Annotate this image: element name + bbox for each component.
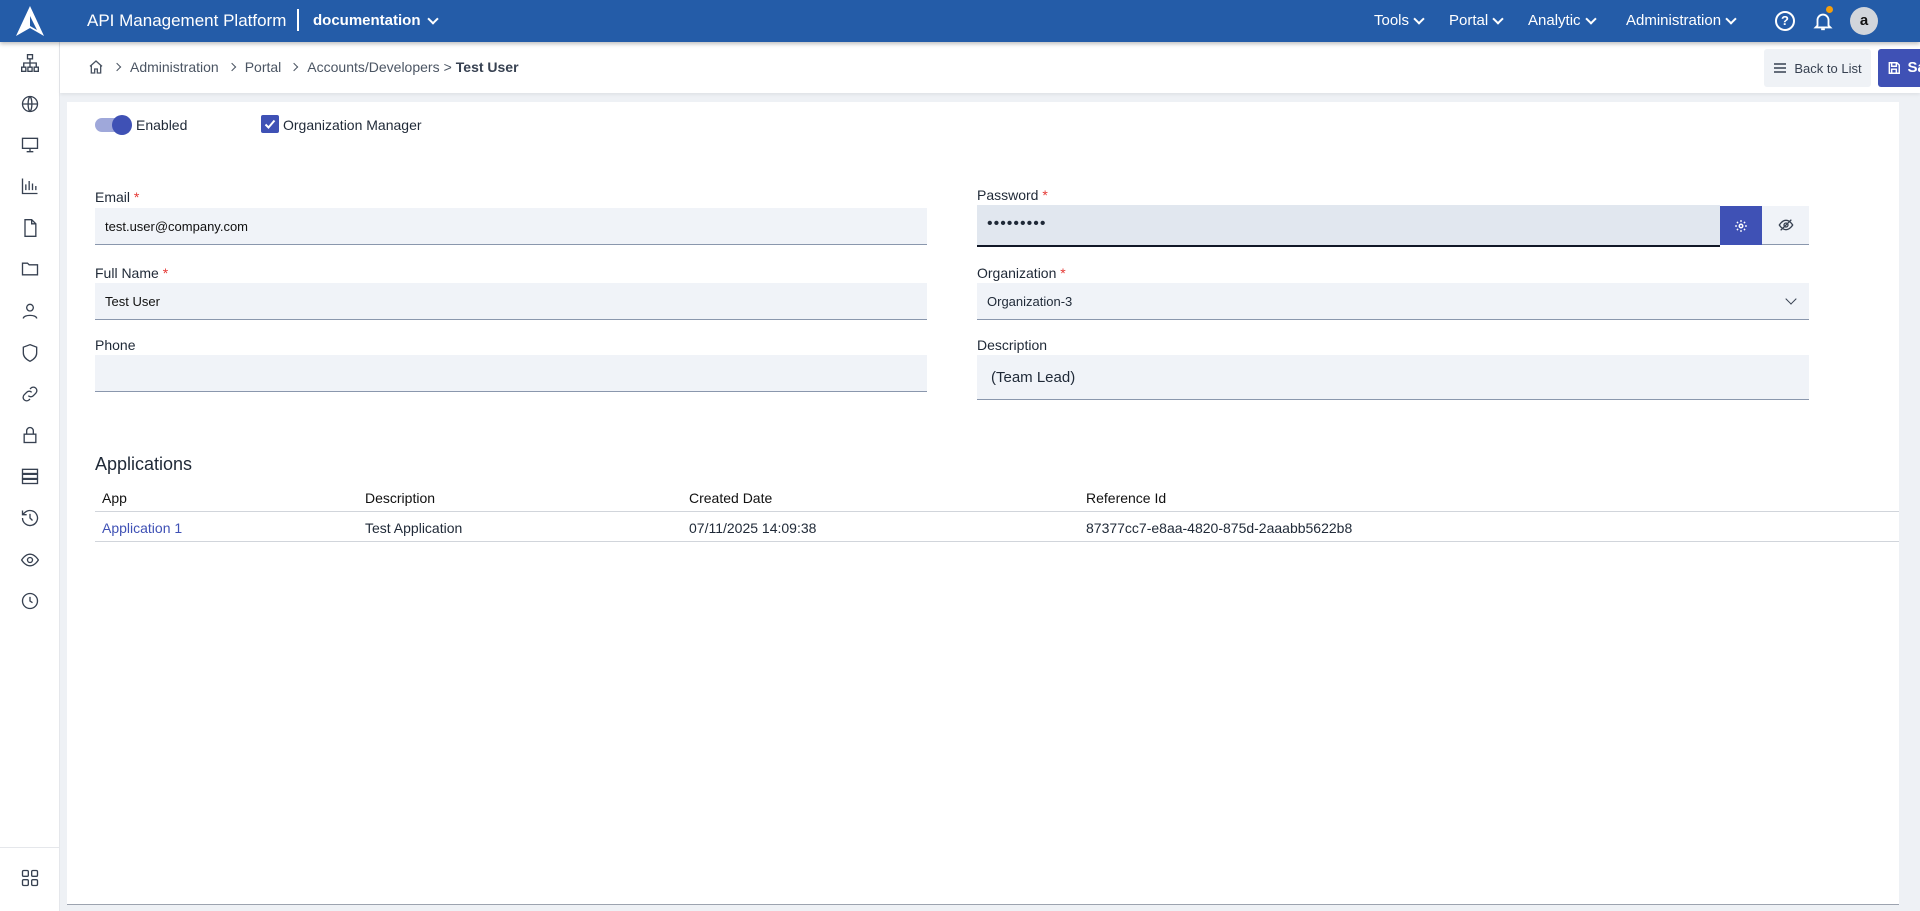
column-header[interactable]: App (102, 490, 127, 506)
app-title: API Management Platform (87, 11, 287, 30)
app-link[interactable]: Application 1 (102, 520, 183, 536)
workspace-label: documentation (313, 12, 421, 29)
back-label: Back to List (1794, 60, 1862, 76)
workspace-selector[interactable]: documentation (313, 12, 439, 29)
chevron-down-icon (1725, 12, 1737, 25)
chevron-down-icon (1785, 293, 1797, 305)
breadcrumb-bar: Administration Portal Accounts/Developer… (60, 42, 1920, 93)
description-textarea[interactable]: (Team Lead) (977, 355, 1809, 400)
divider (67, 904, 1899, 905)
eye-off-icon (1778, 219, 1793, 231)
gear-icon (1735, 219, 1747, 232)
server-icon[interactable] (19, 465, 41, 487)
chevron-down-icon (1413, 12, 1425, 25)
organization-label: Organization * (977, 265, 1066, 281)
check-icon (264, 119, 276, 129)
user-form-card: Enabled Organization Manager Email * Ful… (67, 102, 1899, 904)
nav-analytic[interactable]: Analytic (1528, 12, 1597, 29)
breadcrumb: Administration Portal Accounts/Developer… (88, 59, 519, 75)
save-button[interactable]: Save (1878, 49, 1920, 87)
chevron-down-icon (426, 12, 439, 25)
generate-password-button[interactable] (1720, 206, 1762, 245)
breadcrumb-administration[interactable]: Administration (130, 59, 219, 75)
breadcrumb-accounts[interactable]: Accounts/Developers (307, 59, 440, 75)
email-label: Email * (95, 189, 140, 205)
bell-icon[interactable] (1812, 10, 1834, 32)
user-icon[interactable] (19, 300, 41, 322)
breadcrumb-current: Test User (455, 59, 519, 75)
bar-chart-icon[interactable] (19, 175, 41, 197)
password-field[interactable]: ••••••••• (977, 205, 1720, 247)
shield-icon[interactable] (19, 342, 41, 364)
organization-value: Organization-3 (987, 294, 1073, 309)
folder-icon[interactable] (19, 258, 41, 280)
nav-portal[interactable]: Portal (1449, 12, 1504, 29)
home-icon[interactable] (88, 59, 104, 75)
full-name-label: Full Name * (95, 265, 169, 281)
chevron-right-icon (290, 62, 299, 72)
link-icon[interactable] (19, 383, 41, 405)
nav-label: Tools (1374, 12, 1410, 29)
column-header[interactable]: Description (365, 490, 436, 506)
app-reference-id: 87377cc7-e8aa-4820-875d-2aaabb5622b8 (1086, 520, 1353, 536)
column-header[interactable]: Created Date (689, 490, 773, 506)
organization-manager-checkbox[interactable] (261, 115, 279, 133)
enabled-toggle[interactable] (95, 115, 132, 135)
top-bar: API Management Platform documentation To… (0, 0, 1920, 42)
back-to-list-button[interactable]: Back to List (1764, 49, 1871, 87)
applications-title: Applications (95, 454, 193, 474)
breadcrumb-portal[interactable]: Portal (244, 59, 282, 75)
list-icon (1774, 63, 1787, 73)
chevron-right-icon (227, 62, 236, 72)
password-label: Password * (977, 187, 1048, 203)
lock-icon[interactable] (19, 424, 41, 446)
app-created-date: 07/11/2025 14:09:38 (689, 520, 817, 536)
toggle-password-visibility-button[interactable] (1762, 206, 1809, 245)
phone-label: Phone (95, 337, 136, 353)
organization-select[interactable]: Organization-3 (977, 283, 1809, 320)
chevron-down-icon (1584, 12, 1597, 25)
history-icon[interactable] (19, 507, 41, 529)
logo[interactable] (0, 0, 60, 42)
nav-label: Portal (1449, 12, 1489, 29)
sidebar (0, 42, 60, 911)
divider (297, 9, 299, 31)
email-field[interactable] (95, 208, 927, 245)
divider (0, 847, 60, 848)
clock-icon[interactable] (19, 590, 41, 612)
monitor-icon[interactable] (19, 134, 41, 156)
description-label: Description (977, 337, 1048, 353)
table-row: Application 1 Test Application 07/11/202… (95, 512, 1899, 542)
sitemap-icon[interactable] (19, 52, 41, 74)
notification-badge (1826, 6, 1833, 13)
help-icon[interactable]: ? (1775, 11, 1795, 31)
organization-manager-label: Organization Manager (283, 117, 422, 133)
apps-grid-icon[interactable] (19, 867, 41, 889)
enabled-label: Enabled (136, 117, 188, 133)
chevron-down-icon (1492, 12, 1504, 25)
column-header[interactable]: Reference Id (1086, 490, 1167, 506)
save-icon (1889, 62, 1901, 74)
nav-administration[interactable]: Administration (1626, 12, 1737, 29)
applications-table: App Description Created Date Reference I… (95, 482, 1899, 542)
phone-field[interactable] (95, 355, 927, 392)
nav-label: Analytic (1528, 12, 1581, 29)
app-description: Test Application (365, 520, 463, 536)
breadcrumb-separator: > (443, 59, 452, 75)
chevron-right-icon (112, 62, 122, 72)
full-name-field[interactable] (95, 283, 927, 320)
table-header: App Description Created Date Reference I… (95, 482, 1899, 512)
globe-icon[interactable] (19, 93, 41, 115)
avatar[interactable]: a (1850, 7, 1878, 35)
nav-tools[interactable]: Tools (1374, 12, 1425, 29)
nav-label: Administration (1626, 12, 1722, 29)
file-icon[interactable] (19, 217, 41, 239)
save-label: Save (1907, 59, 1920, 76)
eye-icon[interactable] (19, 549, 41, 571)
